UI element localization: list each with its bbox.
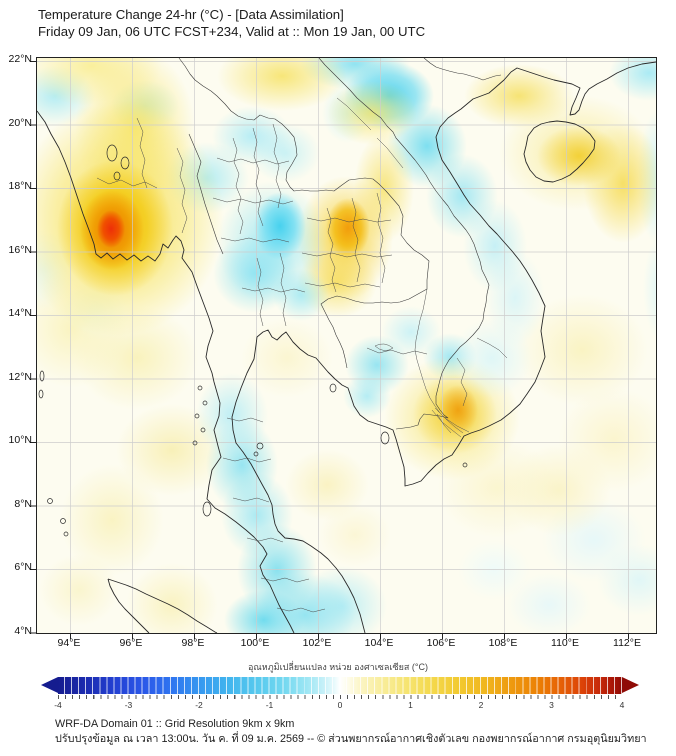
lat-tick-label: 10°N	[8, 434, 32, 446]
colorbar-tick-label: -4	[54, 700, 62, 710]
lon-tick-label: 112°E	[613, 637, 641, 649]
page-title: Temperature Change 24-hr (°C) - [Data As…	[38, 7, 344, 22]
map-overlay	[31, 57, 657, 639]
axis-ticks	[31, 61, 629, 639]
colorbar-left-arrow	[41, 677, 58, 693]
colorbar-right-arrow	[622, 677, 639, 693]
colorbar-tick-labels: -4 -3 -2 -1 0 1 2 3 4	[54, 700, 625, 712]
coastlines	[36, 61, 657, 634]
islands	[38, 144, 468, 537]
lat-tick-label: 8°N	[14, 498, 32, 510]
province-borders	[96, 97, 508, 613]
lat-tick-label: 18°N	[8, 180, 32, 192]
colorbar-tick-label: -3	[124, 700, 133, 710]
lat-tick-label: 12°N	[8, 371, 32, 383]
lat-tick-label: 20°N	[8, 117, 32, 129]
colorbar-tick-label: 0	[337, 700, 343, 710]
colorbar-label: อุณหภูมิเปลี่ยนแปลง หน่วย องศาเซลเซียส (…	[248, 662, 428, 672]
lon-tick-label: 108°E	[488, 637, 518, 649]
lon-tick-label: 100°E	[240, 637, 270, 649]
gridlines	[37, 58, 656, 633]
lon-tick-label: 94°E	[57, 637, 81, 649]
footer: WRF-DA Domain 01 :: Grid Resolution 9km …	[55, 717, 647, 747]
colorbar-tick-label: 2	[478, 700, 484, 710]
colorbar-tick-label: 4	[619, 700, 625, 710]
lon-tick-label: 106°E	[426, 637, 456, 649]
colorbar-tick-label: -2	[195, 700, 203, 710]
lon-tick-label: 102°E	[302, 637, 332, 649]
lon-tick-label: 110°E	[551, 637, 579, 649]
lat-tick-label: 6°N	[14, 561, 32, 573]
colorbar-gradient	[58, 677, 622, 694]
colorbar-tick-label: -1	[265, 700, 274, 710]
colorbar-tickmarks	[58, 695, 622, 699]
lat-tick-label: 4°N	[14, 625, 32, 637]
page-subtitle: Friday 09 Jan, 06 UTC FCST+234, Valid at…	[38, 24, 426, 39]
lat-tick-label: 16°N	[8, 244, 32, 256]
lon-tick-label: 104°E	[364, 637, 394, 649]
map-panel	[31, 57, 657, 639]
colorbar-tick-label: 3	[549, 700, 554, 710]
colorbar-tick-label: 1	[408, 700, 413, 710]
footer-update-info: ปรับปรุงข้อมูล ณ เวลา 13:00น. วัน ค. ที่…	[55, 733, 647, 745]
lat-tick-label: 22°N	[8, 53, 32, 65]
title-block: Temperature Change 24-hr (°C) - [Data As…	[38, 6, 425, 40]
lat-tick-label: 14°N	[8, 307, 32, 319]
lon-tick-label: 98°E	[181, 637, 205, 649]
footer-domain-info: WRF-DA Domain 01 :: Grid Resolution 9km …	[55, 718, 295, 730]
rivers	[374, 288, 470, 438]
colorbar	[41, 677, 639, 694]
country-borders	[178, 57, 502, 430]
temperature-field	[37, 58, 656, 633]
lon-tick-label: 96°E	[119, 637, 143, 649]
